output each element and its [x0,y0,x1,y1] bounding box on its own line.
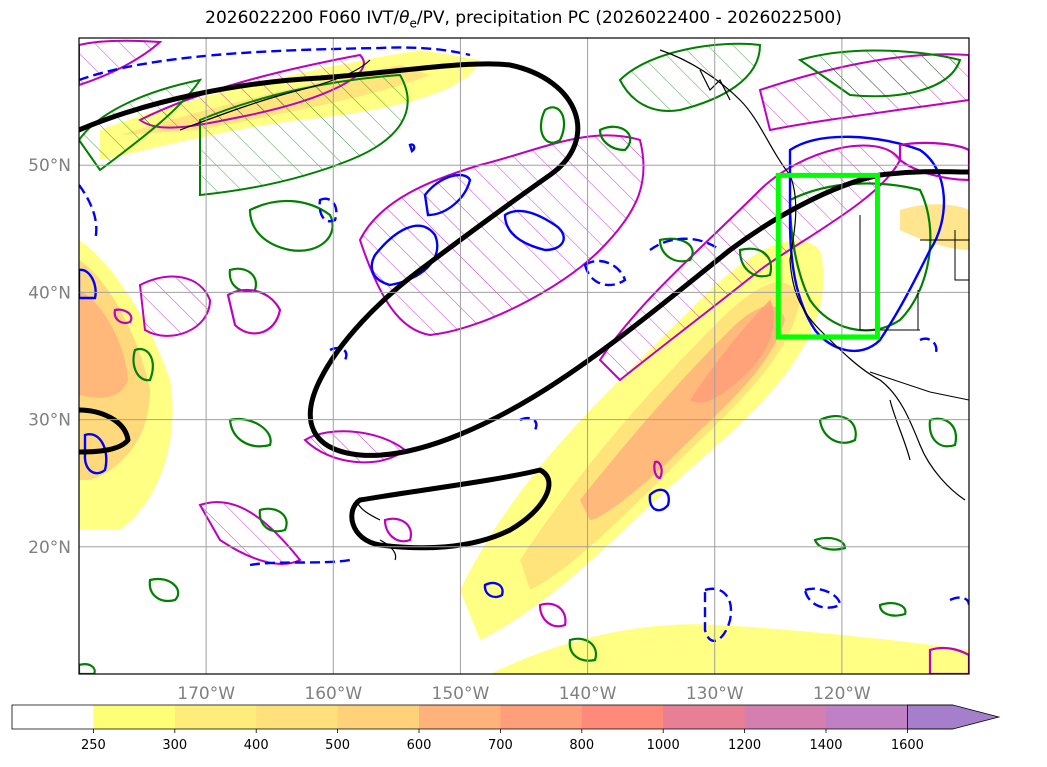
graticule [79,38,969,674]
colorbar-tick-label: 600 [407,738,432,753]
coastlines [179,49,966,561]
colorbar-tick-label: 1600 [891,738,924,753]
lon-tick-label: 150°W [432,684,490,704]
colorbar-tick-label: 1200 [728,738,761,753]
colorbar-swatch [663,705,746,729]
colorbar-swatch [256,705,339,729]
colorbar-swatch [500,705,583,729]
colorbar-tick-label: 300 [162,738,187,753]
colorbar-swatch [174,705,257,729]
colorbar-swatch [337,705,420,729]
colorbar-tick-label: 250 [81,738,106,753]
pv-thick-contours [79,61,969,551]
colorbar-swatch [93,705,176,729]
lat-tick-labels: 20°N 30°N 40°N 50°N [28,156,71,558]
colorbar-tick-label: 1400 [809,738,842,753]
lat-tick-label: 20°N [28,538,71,558]
lat-tick-label: 30°N [28,411,71,431]
colorbar-tick-label: 1000 [647,738,680,753]
map-title: 2026022200 F060 IVT/θe/PV, precipitation… [205,8,842,31]
colorbar-swatch [12,705,94,729]
pv-magenta-contours [113,141,969,674]
lon-tick-label: 120°W [813,684,871,704]
colorbar-swatch [826,705,908,729]
colorbar-tick-label: 800 [569,738,594,753]
colorbar: 250 300 400 500 600 700 800 1000 1200 1400 1600 [11,704,1001,753]
highlight-box [775,172,880,340]
colorbar-tick-label: 500 [325,738,350,753]
map-frame [78,37,970,675]
colorbar-extend-arrow [907,704,1001,730]
colorbar-outline [11,704,953,730]
lon-tick-label: 170°W [177,684,235,704]
lon-tick-label: 140°W [559,684,617,704]
map-plot-area [79,38,969,674]
lon-tick-label: 130°W [686,684,744,704]
colorbar-swatch [744,705,827,729]
lat-tick-label: 50°N [28,156,71,176]
colorbar-tick-label: 700 [488,738,513,753]
colorbar-swatch [581,705,664,729]
lon-tick-label: 160°W [304,684,362,704]
colorbar-tick-label: 400 [244,738,269,753]
lon-tick-labels: 170°W 160°W 150°W 140°W 130°W 120°W [177,684,871,704]
colorbar-swatch [419,705,501,729]
lat-tick-label: 40°N [28,283,71,303]
